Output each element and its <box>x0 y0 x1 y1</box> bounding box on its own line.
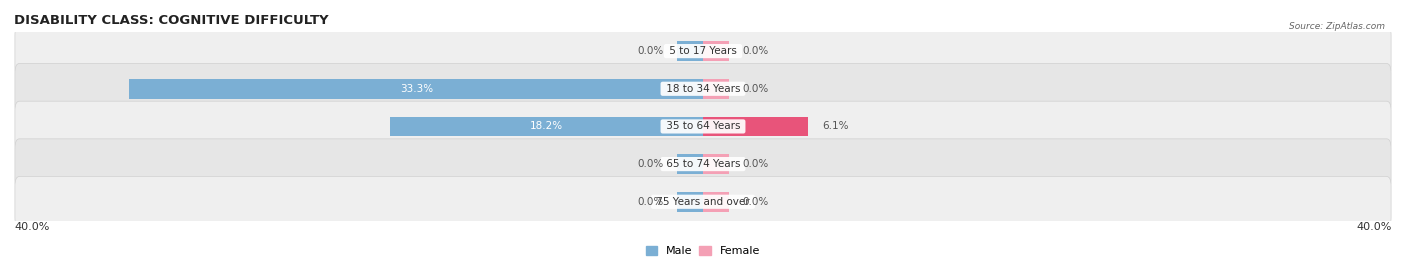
Text: 0.0%: 0.0% <box>637 159 664 169</box>
Text: 18.2%: 18.2% <box>530 121 562 132</box>
Text: 0.0%: 0.0% <box>742 84 769 94</box>
Text: 40.0%: 40.0% <box>1357 222 1392 232</box>
Text: 40.0%: 40.0% <box>14 222 49 232</box>
Bar <box>703 41 728 61</box>
Text: 0.0%: 0.0% <box>637 197 664 207</box>
Text: 6.1%: 6.1% <box>823 121 848 132</box>
Bar <box>703 154 728 174</box>
FancyBboxPatch shape <box>15 176 1391 227</box>
Text: 33.3%: 33.3% <box>399 84 433 94</box>
Text: 75 Years and over: 75 Years and over <box>652 197 754 207</box>
Bar <box>129 79 703 98</box>
Bar <box>703 79 728 98</box>
FancyBboxPatch shape <box>15 139 1391 189</box>
Bar <box>703 117 808 136</box>
Text: 0.0%: 0.0% <box>637 46 664 56</box>
Text: 65 to 74 Years: 65 to 74 Years <box>662 159 744 169</box>
Text: 35 to 64 Years: 35 to 64 Years <box>662 121 744 132</box>
Legend: Male, Female: Male, Female <box>647 246 759 256</box>
FancyBboxPatch shape <box>15 101 1391 152</box>
Bar <box>703 192 728 211</box>
Bar <box>678 41 703 61</box>
Text: 0.0%: 0.0% <box>742 159 769 169</box>
Bar <box>678 154 703 174</box>
Text: Source: ZipAtlas.com: Source: ZipAtlas.com <box>1289 22 1385 30</box>
Text: 18 to 34 Years: 18 to 34 Years <box>662 84 744 94</box>
FancyBboxPatch shape <box>15 63 1391 114</box>
Text: DISABILITY CLASS: COGNITIVE DIFFICULTY: DISABILITY CLASS: COGNITIVE DIFFICULTY <box>14 14 329 27</box>
FancyBboxPatch shape <box>15 26 1391 76</box>
Text: 0.0%: 0.0% <box>742 46 769 56</box>
Text: 0.0%: 0.0% <box>742 197 769 207</box>
Bar <box>389 117 703 136</box>
Text: 5 to 17 Years: 5 to 17 Years <box>666 46 740 56</box>
Bar <box>678 192 703 211</box>
